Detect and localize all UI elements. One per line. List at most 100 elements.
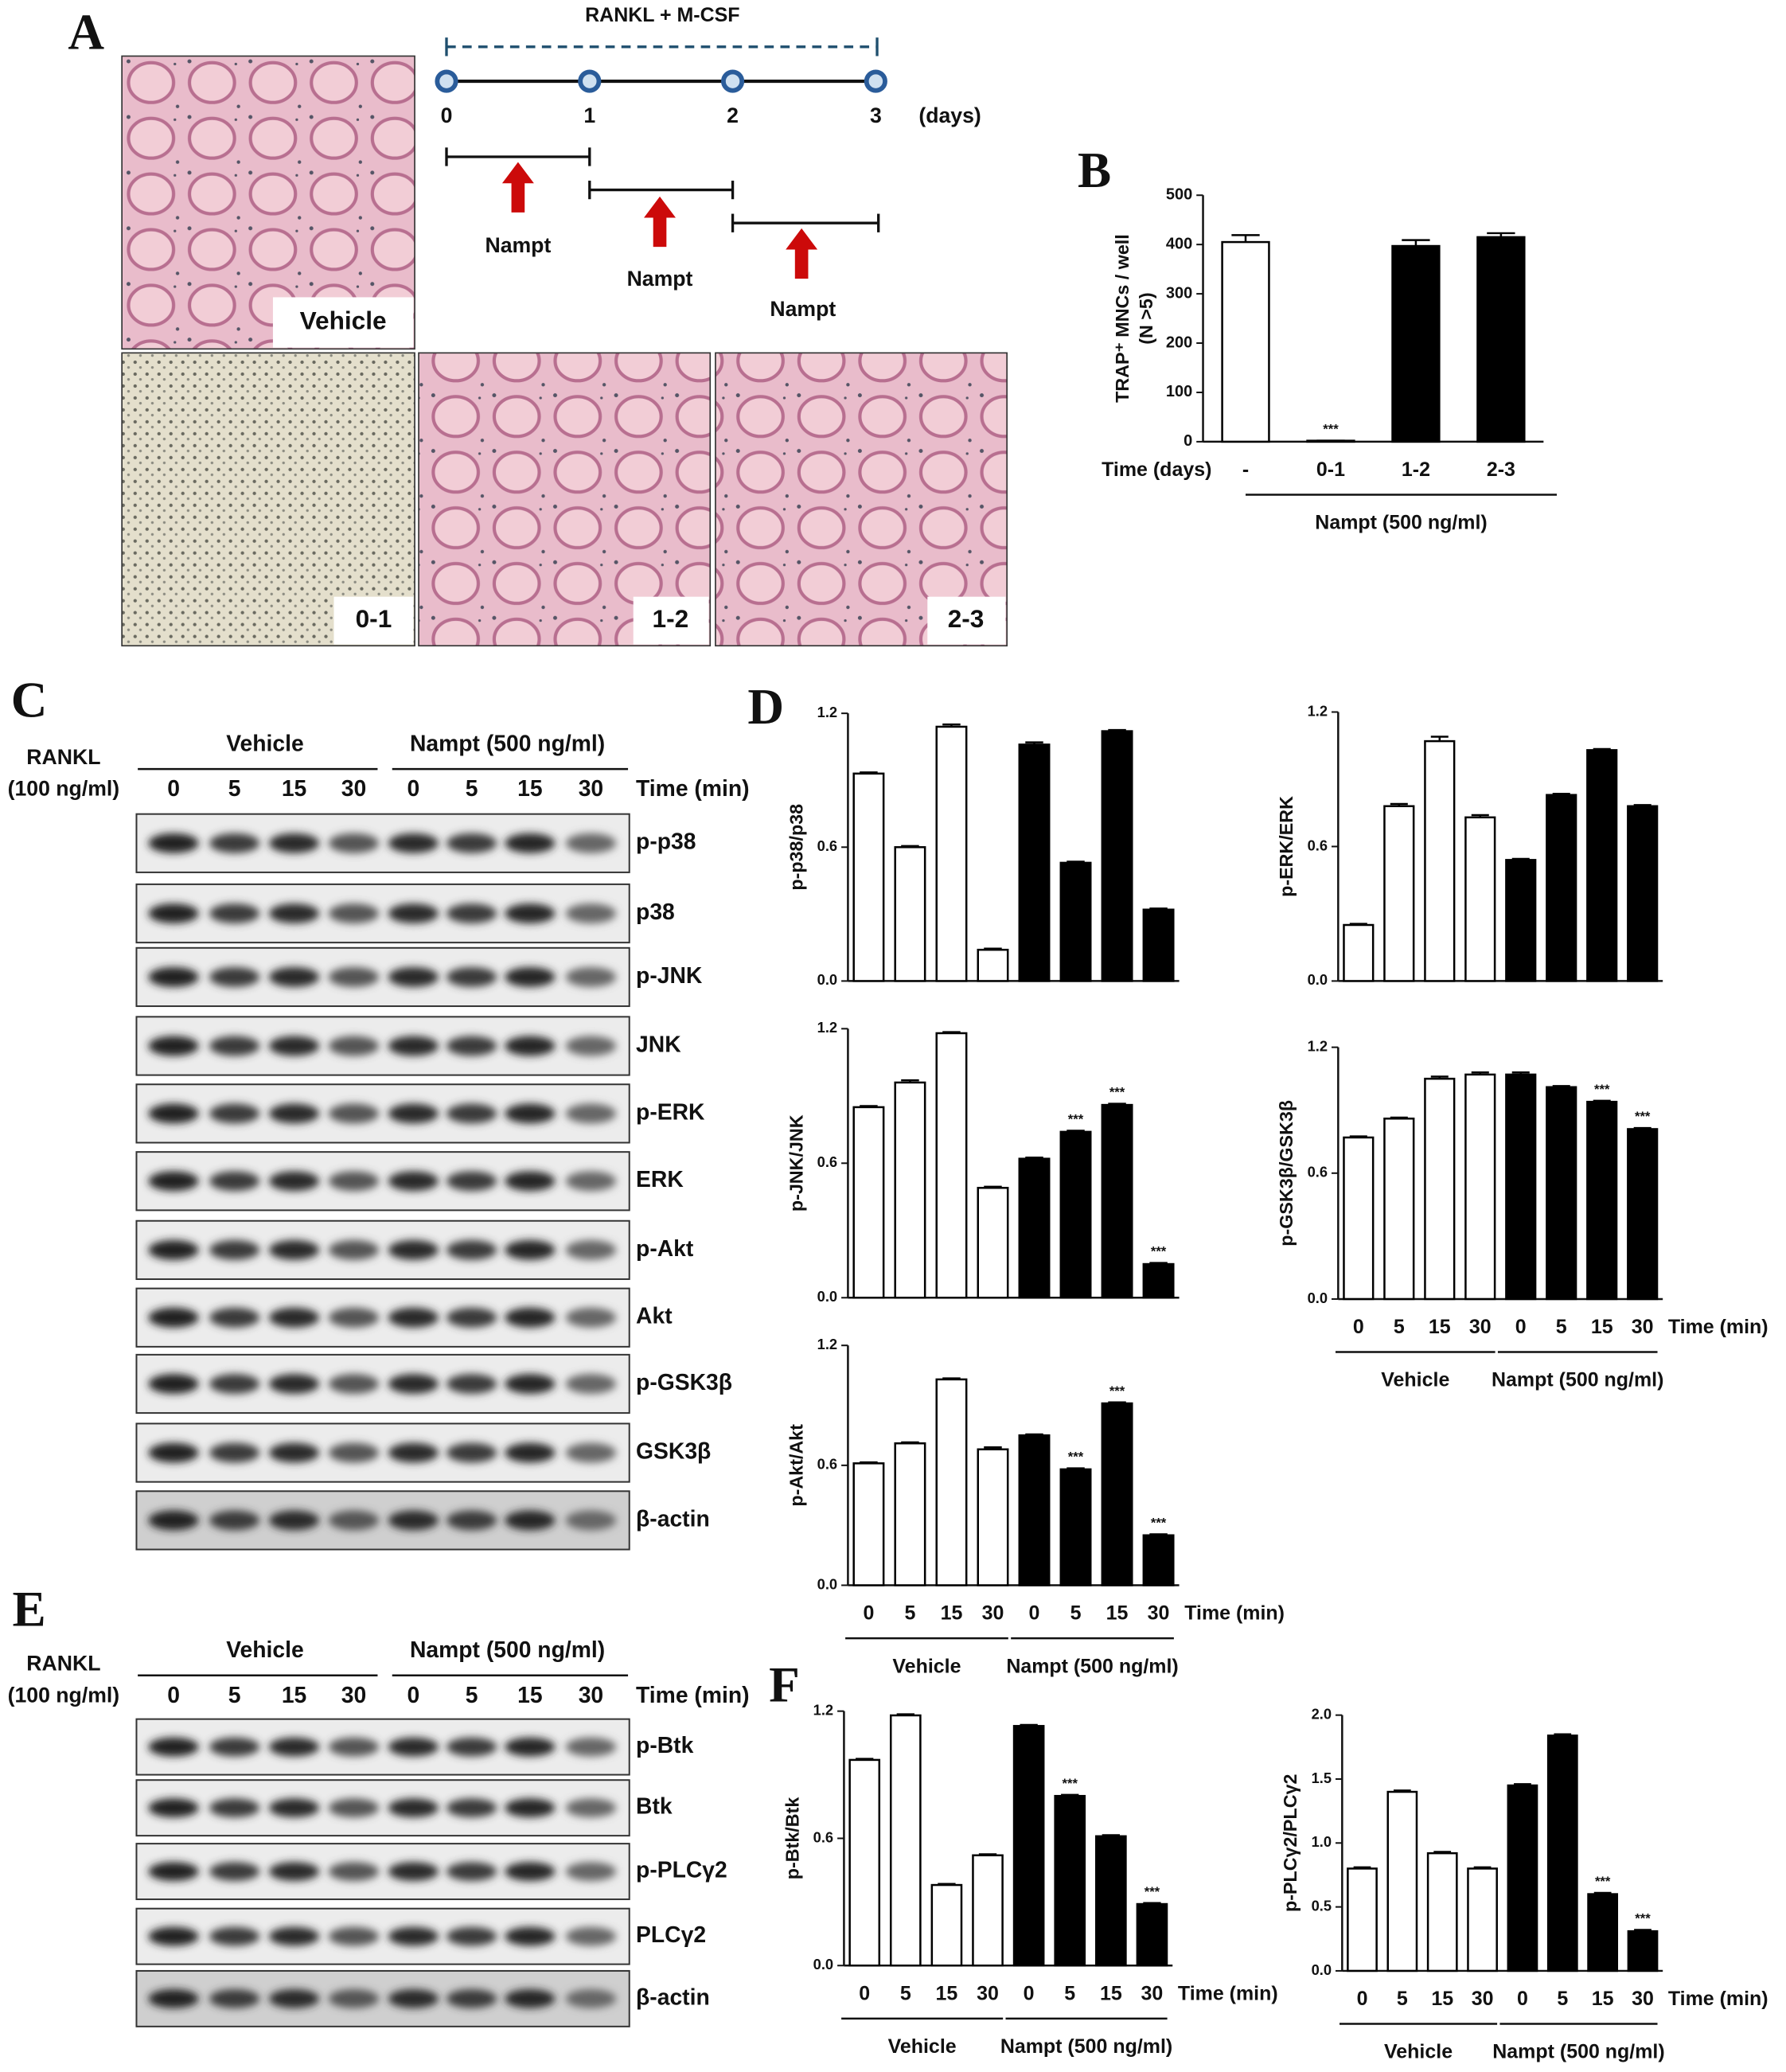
blot-band	[565, 1036, 617, 1056]
error-bar	[1393, 1789, 1411, 1793]
blot-band	[209, 1103, 260, 1124]
blot-band	[148, 966, 199, 987]
group-label: Nampt (500 ng/ml)	[1315, 512, 1487, 534]
image-label: 0-1	[356, 604, 392, 633]
significance: ***	[1109, 1383, 1125, 1399]
bar	[972, 1854, 1004, 1967]
y-tick-label: 1.2	[1308, 1037, 1328, 1054]
blot-band	[328, 833, 380, 853]
error-bar	[901, 845, 919, 848]
group-label: Nampt (500 ng/ml)	[1492, 2041, 1664, 2063]
days-unit: (days)	[918, 103, 981, 127]
bar	[1018, 1157, 1051, 1299]
blot-row-label: p-Akt	[636, 1235, 694, 1261]
error-bar	[978, 1853, 997, 1855]
y-tick-label: 0.0	[817, 1288, 837, 1305]
error-bar	[1390, 802, 1408, 806]
treatment-label: Nampt	[485, 233, 551, 257]
blot-band	[505, 1798, 556, 1818]
error-bar	[1231, 234, 1260, 243]
treatment-label: Nampt	[627, 267, 693, 291]
treatment-label: Nampt	[770, 297, 836, 321]
blot-row-label: JNK	[636, 1031, 681, 1056]
time-label: 30	[579, 1682, 603, 1707]
blot-band	[388, 1798, 439, 1818]
y-axis-label: TRAP⁺ MNCs / well	[1112, 234, 1133, 403]
x-tick-label: 5	[1394, 1316, 1405, 1338]
error-bar	[1020, 1723, 1038, 1727]
time-label: 0	[167, 775, 180, 801]
blot-row-label: Btk	[636, 1793, 673, 1819]
error-bar	[984, 1185, 1002, 1188]
error-bar	[1633, 1126, 1651, 1130]
blot-band	[505, 1989, 556, 2008]
blot-band	[328, 1862, 380, 1881]
blot-band	[209, 1798, 260, 1818]
blot-band	[148, 1798, 199, 1818]
y-tick-label: 0.6	[817, 1456, 837, 1473]
significance: ***	[1635, 1911, 1651, 1926]
x-tick-label: 5	[1397, 1988, 1408, 2010]
blot-band	[388, 1103, 439, 1124]
blot-band	[209, 1737, 260, 1757]
error-bar	[1487, 232, 1515, 237]
blot-band	[388, 1442, 439, 1463]
bar	[1142, 908, 1175, 982]
blot-band	[446, 1307, 497, 1328]
time-label: 5	[466, 775, 478, 801]
blot-band	[328, 1989, 380, 2008]
bar	[1095, 1835, 1127, 1967]
blot-band	[268, 903, 320, 923]
bar	[1546, 1734, 1578, 1972]
group-label: Vehicle	[1384, 2041, 1453, 2063]
x-tick-label: 30	[977, 1982, 999, 2004]
bar	[935, 725, 968, 982]
blot-band	[209, 1374, 260, 1394]
bar	[1627, 805, 1659, 982]
blot-band	[505, 1103, 556, 1124]
error-bar	[1471, 1071, 1489, 1075]
time-label: 0	[408, 1682, 420, 1707]
error-bar	[1473, 1866, 1492, 1869]
blot-band	[388, 1171, 439, 1192]
blot-band	[388, 1307, 439, 1328]
blot-band	[388, 1510, 439, 1531]
bar	[1054, 1794, 1086, 1967]
blot-band	[268, 966, 320, 987]
y-tick-label: 0.6	[1308, 1164, 1328, 1180]
blot-band	[505, 1737, 556, 1757]
x-tick-label: 0-1	[1316, 458, 1345, 481]
blot-band	[209, 1510, 260, 1531]
error-bar	[1149, 1262, 1168, 1265]
bar	[1586, 1100, 1618, 1301]
x-tick-label: -	[1242, 458, 1249, 481]
day-label: 2	[727, 103, 739, 127]
time-axis-label: Time (min)	[636, 775, 749, 801]
blot-row-label: Akt	[636, 1303, 673, 1329]
error-bar	[984, 1446, 1002, 1450]
time-label: 15	[517, 775, 542, 801]
bar	[852, 1462, 885, 1586]
blot-band	[148, 1989, 199, 2008]
blot-band	[148, 833, 199, 853]
blot-band	[446, 1239, 497, 1260]
timeline-nodes	[435, 69, 887, 93]
time-label: 5	[228, 775, 241, 801]
x-tick-label: 30	[1472, 1988, 1494, 2010]
x-tick-label: 0	[863, 1602, 874, 1625]
time-label: 30	[341, 1682, 366, 1707]
blot-band	[446, 1103, 497, 1124]
blot-band	[268, 1798, 320, 1818]
blot-band	[209, 966, 260, 987]
error-bar	[901, 1079, 919, 1083]
blot-band	[505, 1510, 556, 1531]
x-tick-label: 0	[1517, 1988, 1528, 2010]
bar	[1546, 794, 1577, 982]
group-label: Vehicle	[1381, 1369, 1449, 1391]
bar	[1059, 861, 1092, 982]
significance: ***	[1595, 1874, 1611, 1889]
y-tick-label: 0.5	[1312, 1897, 1332, 1914]
blot-band	[505, 1926, 556, 1946]
x-tick-label: 2-3	[1487, 458, 1515, 481]
image-label: Vehicle	[300, 306, 387, 334]
